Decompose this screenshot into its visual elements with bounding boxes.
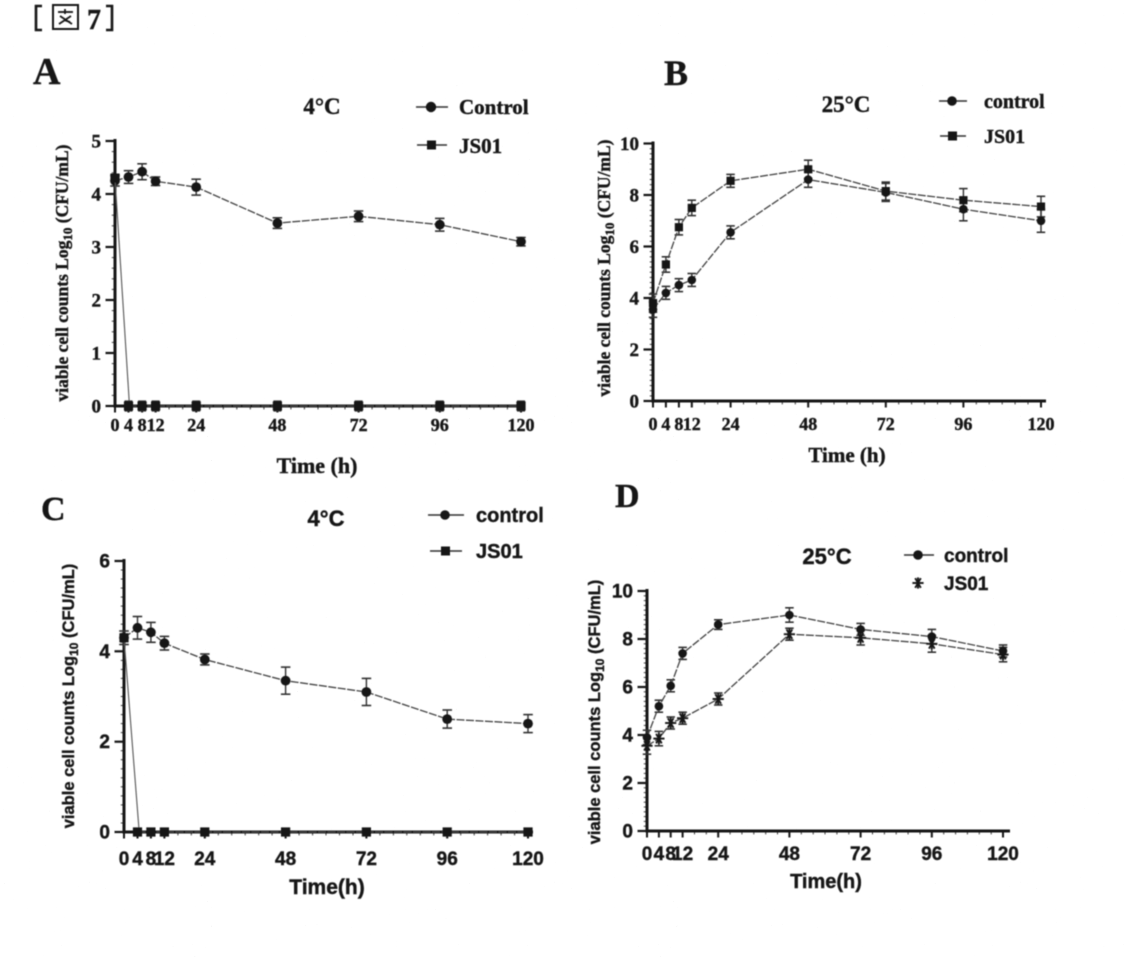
svg-text:48: 48 — [275, 849, 296, 870]
svg-text:4: 4 — [661, 414, 670, 434]
svg-text:4: 4 — [622, 726, 633, 747]
svg-text:Time (h): Time (h) — [277, 453, 358, 478]
svg-text:JS01: JS01 — [459, 134, 502, 158]
svg-text:2: 2 — [622, 774, 633, 795]
svg-text:JS01: JS01 — [984, 126, 1025, 148]
svg-text:12: 12 — [147, 415, 165, 435]
svg-text:0: 0 — [92, 397, 102, 418]
svg-text:96: 96 — [921, 844, 942, 865]
svg-text:4°C: 4°C — [308, 506, 345, 531]
svg-text:24: 24 — [708, 844, 730, 865]
svg-text:Time (h): Time (h) — [808, 443, 885, 467]
svg-text:0: 0 — [630, 392, 640, 413]
svg-text:C: C — [41, 491, 66, 528]
svg-text:3: 3 — [92, 238, 102, 259]
svg-text:72: 72 — [850, 844, 871, 865]
svg-text:4: 4 — [132, 849, 143, 870]
svg-text:48: 48 — [268, 415, 286, 435]
svg-text:25°C: 25°C — [802, 544, 851, 569]
svg-text:4: 4 — [630, 289, 640, 310]
svg-text:Control: Control — [459, 95, 529, 119]
svg-text:JS01: JS01 — [944, 574, 989, 595]
svg-text:72: 72 — [350, 415, 368, 435]
svg-text:24: 24 — [722, 414, 740, 434]
svg-text:2: 2 — [99, 732, 110, 753]
svg-text:25°C: 25°C — [822, 92, 871, 117]
svg-text:6: 6 — [622, 678, 633, 699]
svg-text:Time(h): Time(h) — [790, 871, 862, 893]
svg-text:0: 0 — [622, 822, 633, 843]
svg-text:10: 10 — [612, 582, 633, 603]
svg-text:120: 120 — [1028, 414, 1055, 434]
svg-text:48: 48 — [799, 414, 817, 434]
svg-text:8: 8 — [622, 630, 633, 651]
svg-text:0: 0 — [99, 823, 110, 844]
svg-text:Time(h): Time(h) — [289, 876, 364, 899]
svg-text:4: 4 — [99, 642, 110, 663]
svg-text:120: 120 — [512, 849, 544, 870]
svg-text:10: 10 — [620, 134, 639, 155]
svg-text:8: 8 — [146, 849, 157, 870]
svg-text:8: 8 — [630, 186, 640, 207]
svg-text:A: A — [33, 51, 61, 93]
svg-text:0: 0 — [649, 414, 658, 434]
svg-text:0: 0 — [642, 844, 653, 865]
svg-text:viable cell counts Log10 (CFU/: viable cell counts Log10 (CFU/mL) — [594, 139, 617, 396]
svg-text:viable cell counts Log10 (CFU/: viable cell counts Log10 (CFU/mL) — [586, 580, 607, 845]
svg-text:control: control — [944, 546, 1008, 567]
svg-text:96: 96 — [437, 849, 458, 870]
svg-text:viable cell counts Log10 (CFU/: viable cell counts Log10 (CFU/mL) — [52, 144, 75, 401]
svg-text:48: 48 — [779, 844, 800, 865]
svg-text:D: D — [615, 478, 640, 515]
svg-text:1: 1 — [92, 344, 102, 365]
svg-text:4: 4 — [92, 185, 102, 206]
svg-text:72: 72 — [877, 414, 895, 434]
svg-text:6: 6 — [99, 552, 110, 573]
svg-text:96: 96 — [954, 414, 972, 434]
svg-text:B: B — [664, 53, 688, 93]
svg-text:JS01: JS01 — [476, 541, 523, 563]
svg-text:viable cell counts Log10 (CFU/: viable cell counts Log10 (CFU/mL) — [60, 564, 81, 829]
svg-text:120: 120 — [987, 844, 1019, 865]
svg-text:96: 96 — [431, 415, 449, 435]
svg-text:24: 24 — [187, 415, 205, 435]
svg-text:72: 72 — [356, 849, 377, 870]
svg-text:4°C: 4°C — [303, 94, 340, 119]
svg-text:control: control — [984, 91, 1045, 113]
svg-text:8: 8 — [674, 414, 683, 434]
svg-text:8: 8 — [138, 415, 147, 435]
svg-text:6: 6 — [630, 237, 640, 258]
svg-text:4: 4 — [654, 844, 665, 865]
svg-text:4: 4 — [124, 415, 133, 435]
svg-text:12: 12 — [683, 414, 701, 434]
svg-text:8: 8 — [665, 844, 676, 865]
svg-text:24: 24 — [194, 849, 216, 870]
svg-text:12: 12 — [672, 844, 693, 865]
svg-text:7: 7 — [87, 5, 101, 36]
svg-text:2: 2 — [630, 340, 640, 361]
svg-text:0: 0 — [111, 415, 120, 435]
svg-text:12: 12 — [154, 849, 175, 870]
svg-text:120: 120 — [508, 415, 535, 435]
svg-text:2: 2 — [92, 291, 102, 312]
svg-text:5: 5 — [92, 132, 102, 153]
svg-text:0: 0 — [119, 849, 130, 870]
svg-text:control: control — [476, 505, 544, 527]
